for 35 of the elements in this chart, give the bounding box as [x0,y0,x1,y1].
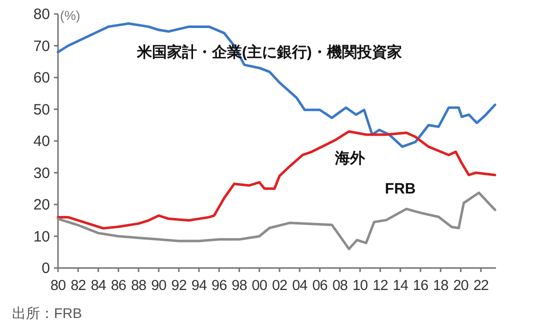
x-tick-label: 08 [332,278,348,294]
y-tick-label: 20 [33,196,50,214]
x-tick-label: 10 [352,278,368,294]
y-tick-label: 30 [33,164,50,182]
x-tick-label: 92 [171,278,187,294]
x-tick-label: 02 [272,278,288,294]
x-tick-label: 96 [212,278,228,294]
x-tick-label: 94 [191,278,207,294]
y-tick-label: 60 [33,70,50,86]
x-tick-label: 88 [130,278,147,294]
y-tick-label: 80 [33,6,50,23]
x-tick-label: 18 [433,278,449,294]
text: 出所：FRB [12,305,82,321]
x-tick-label: 20 [453,278,469,294]
x-tick-label: 80 [50,278,66,294]
y-tick-label: 70 [33,38,50,55]
y-tick-label: 0 [42,260,50,277]
series-label: 海外 [334,150,366,168]
y-axis-title: (%) [60,8,80,23]
x-tick-label: 90 [151,278,167,294]
x-tick-label: 00 [252,278,268,294]
y-tick-label: 10 [33,228,50,246]
series-label: FRB [384,180,416,198]
y-tick-label: 50 [33,101,50,118]
x-tick-label: 16 [412,278,428,294]
x-tick-label: 98 [232,278,248,294]
x-tick-label: 04 [292,278,308,294]
x-tick-label: 14 [392,278,408,294]
y-tick-label: 40 [33,133,50,150]
x-tick-label: 86 [110,278,126,294]
x-tick-label: 84 [90,278,106,294]
x-tick-label: 82 [70,278,86,294]
x-tick-label: 22 [473,278,489,294]
x-tick-label: 12 [372,278,388,294]
x-tick-label: 06 [312,278,328,294]
